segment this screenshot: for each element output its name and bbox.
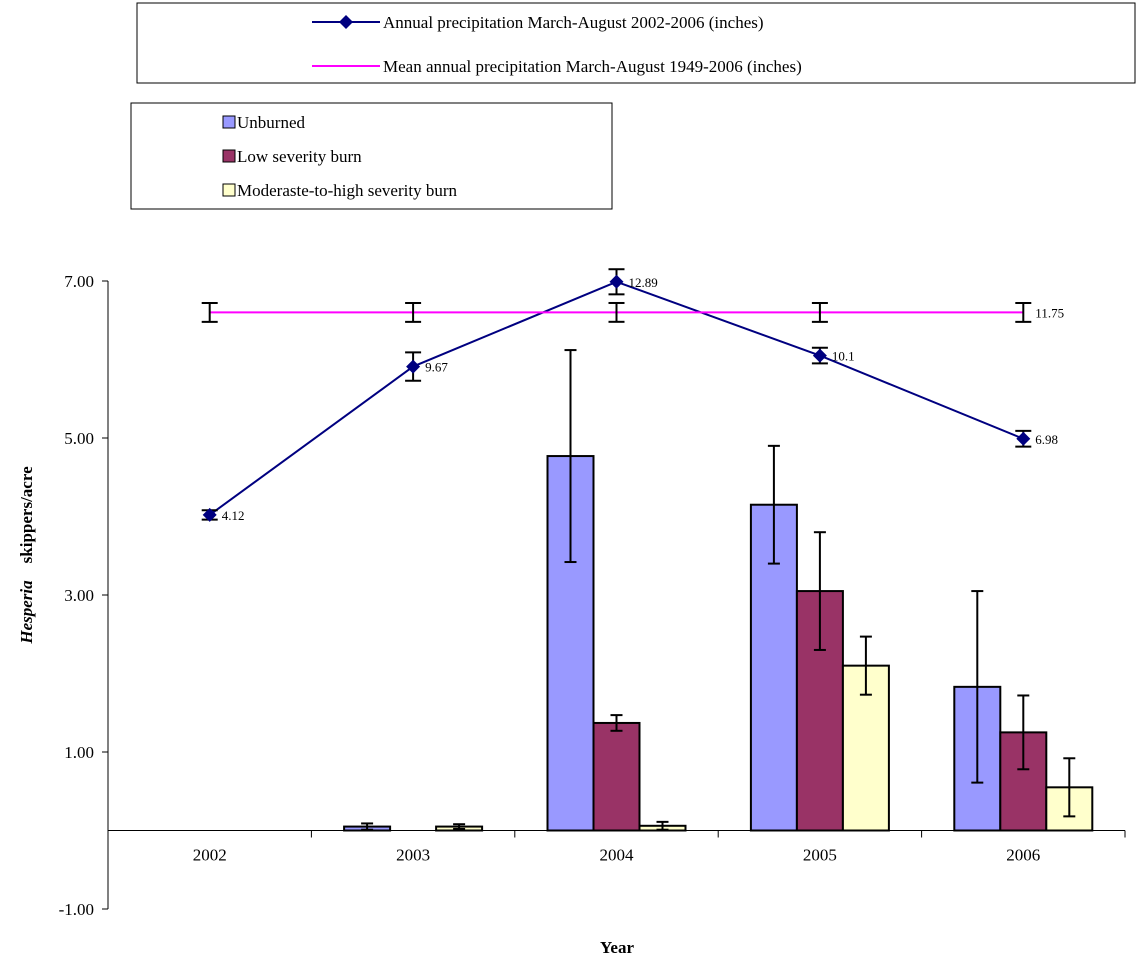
bar-error-unburned-2003 bbox=[361, 822, 374, 831]
line-0-marker-2005 bbox=[812, 348, 827, 363]
y-axis-title: Hesperia skippers/acre bbox=[17, 466, 36, 645]
legend-entry-annual-precip: Annual precipitation March-August 2002-2… bbox=[312, 13, 764, 32]
line-1-error-2006 bbox=[1015, 301, 1032, 323]
bar-error-moderaste-to-high-severity-burn-2004 bbox=[656, 820, 669, 831]
legend-low-severity-label: Low severity burn bbox=[237, 147, 362, 166]
bar-error-low-severity-burn-2005 bbox=[813, 531, 826, 651]
legend-lines: Annual precipitation March-August 2002-2… bbox=[136, 2, 1136, 84]
bar-low-severity-burn-2004 bbox=[592, 721, 641, 832]
legend-annual-precip-marker bbox=[339, 15, 353, 29]
line-0-label-2006: 6.98 bbox=[1035, 432, 1058, 447]
line-1-error-2004 bbox=[608, 301, 625, 323]
x-tick-label-2002: 2002 bbox=[193, 846, 227, 865]
x-tick-label-2003: 2003 bbox=[396, 846, 430, 865]
legend-annual-precip-label: Annual precipitation March-August 2002-2… bbox=[383, 13, 764, 32]
legend-entry-mean-precip: Mean annual precipitation March-August 1… bbox=[312, 57, 802, 76]
bar-error-low-severity-burn-2004 bbox=[610, 714, 623, 732]
legend-unburned-swatch bbox=[222, 115, 236, 129]
line-0-marker-2003 bbox=[406, 359, 421, 374]
bar-error-unburned-2006 bbox=[971, 590, 984, 784]
y-axis-title-rest: skippers/acre bbox=[17, 466, 36, 563]
legend-bars: Unburned Low severity burn Moderaste-to-… bbox=[130, 102, 613, 210]
legend-moderate-high-label: Moderaste-to-high severity burn bbox=[237, 181, 457, 200]
legend-entry-unburned: Unburned bbox=[222, 113, 305, 132]
y-tick-label-1: 5.00 bbox=[64, 429, 94, 448]
line-0-marker-2006 bbox=[1016, 431, 1031, 446]
line-0-label-2002: 4.12 bbox=[222, 508, 245, 523]
legend-lines-box bbox=[136, 2, 1136, 84]
bar-error-moderaste-to-high-severity-burn-2003 bbox=[453, 823, 466, 830]
legend-entry-moderate-high: Moderaste-to-high severity burn bbox=[222, 181, 457, 200]
line-0-marker-2004 bbox=[609, 274, 624, 289]
y-tick-label-2: 3.00 bbox=[64, 586, 94, 605]
bar-error-moderaste-to-high-severity-burn-2005 bbox=[859, 635, 872, 696]
x-tick-label-2004: 2004 bbox=[600, 846, 635, 865]
y-tick-label-4: -1.00 bbox=[59, 900, 94, 919]
legend-entry-low-severity: Low severity burn bbox=[222, 147, 362, 166]
bar-error-unburned-2004 bbox=[564, 349, 577, 564]
y-axis-title-italic: Hesperia bbox=[17, 580, 36, 645]
line-0-marker-2002 bbox=[202, 507, 217, 522]
y-tick-label-3: 1.00 bbox=[64, 743, 94, 762]
bar-error-unburned-2005 bbox=[767, 444, 780, 565]
precipitation-lines: 4.12 9.67 12.89 10.1 6.98 11.75 bbox=[201, 268, 1064, 523]
legend-bars-box bbox=[130, 102, 613, 210]
line-0-label-2004: 12.89 bbox=[629, 275, 658, 290]
x-tick-label-2005: 2005 bbox=[803, 846, 837, 865]
x-tick-label-2006: 2006 bbox=[1006, 846, 1040, 865]
bars bbox=[343, 349, 1094, 832]
legend-moderate-high-swatch bbox=[222, 183, 236, 197]
bar-error-low-severity-burn-2006 bbox=[1017, 694, 1030, 771]
line-1-error-2005 bbox=[811, 301, 828, 323]
legend-low-severity-swatch bbox=[222, 149, 236, 163]
bar-error-moderaste-to-high-severity-burn-2006 bbox=[1063, 757, 1076, 818]
line-1-error-2002 bbox=[201, 301, 218, 323]
x-axis-title: Year bbox=[600, 938, 634, 957]
line-0-label-2003: 9.67 bbox=[425, 360, 448, 375]
legend-mean-precip-label: Mean annual precipitation March-August 1… bbox=[383, 57, 802, 76]
line-0-label-2005: 10.1 bbox=[832, 349, 855, 364]
line-1-label-2006: 11.75 bbox=[1035, 305, 1064, 320]
y-axis-title-spacer bbox=[17, 563, 36, 580]
y-tick-label-0: 7.00 bbox=[64, 272, 94, 291]
legend-unburned-label: Unburned bbox=[237, 113, 305, 132]
line-1-error-2003 bbox=[405, 301, 422, 323]
